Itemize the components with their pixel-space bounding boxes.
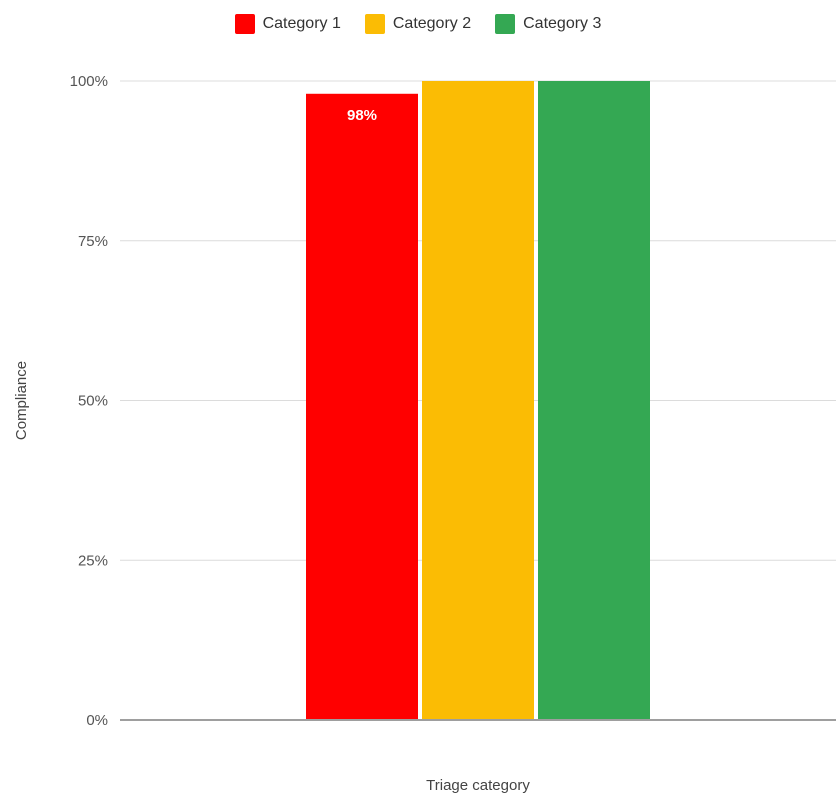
- legend-label-category-3: Category 3: [523, 15, 602, 32]
- legend-swatch-category-2: [364, 14, 385, 34]
- bar-data-labels: 98%: [347, 107, 377, 124]
- y-tick-label: 75%: [78, 233, 108, 250]
- legend-label-category-1: Category 1: [262, 15, 341, 32]
- legend-item-category-3: Category 3: [495, 14, 601, 34]
- legend-swatch-category-3: [495, 14, 516, 34]
- y-tick-label: 50%: [78, 393, 108, 410]
- bar-category-2: [422, 81, 534, 720]
- x-axis-title: Triage category: [426, 777, 530, 794]
- y-tick-label: 0%: [86, 712, 108, 729]
- legend-item-category-2: Category 2: [364, 14, 472, 34]
- y-axis-title: Compliance: [13, 361, 30, 440]
- bars: [306, 81, 650, 720]
- bar-data-label: 98%: [347, 107, 377, 124]
- bar-category-3: [538, 81, 650, 720]
- legend-item-category-1: Category 1: [234, 14, 341, 34]
- chart-legend: Category 1 Category 2 Category 3: [0, 10, 836, 38]
- legend-label-category-2: Category 2: [392, 15, 472, 32]
- bar-category-1: [306, 93, 418, 720]
- y-tick-label: 25%: [78, 552, 108, 569]
- y-axis-ticks: 0% 25% 50% 75% 100%: [70, 73, 108, 729]
- y-tick-label: 100%: [70, 73, 108, 90]
- legend-swatch-category-1: [234, 14, 255, 34]
